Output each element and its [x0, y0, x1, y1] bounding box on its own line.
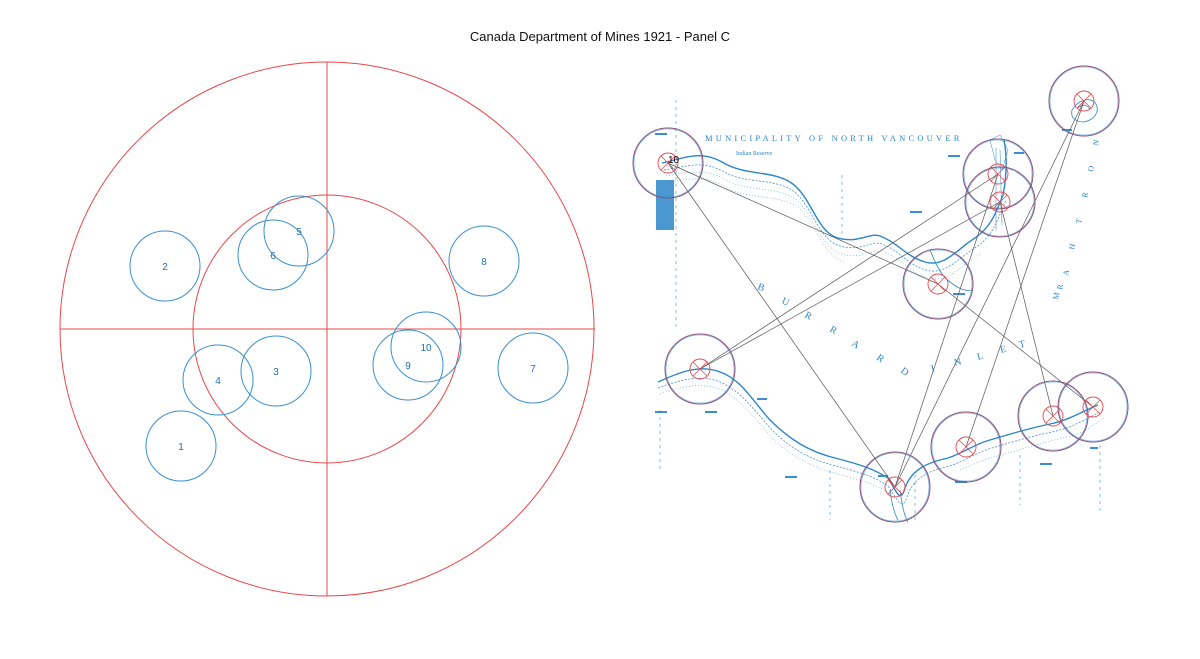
north-arm-letter: R — [1080, 191, 1090, 199]
burrard-letter: D — [898, 366, 910, 379]
detected-circle-3: 3 — [240, 335, 312, 407]
detected-circle-6: 6 — [237, 219, 309, 291]
inlet-label: I N L E T — [930, 339, 1027, 375]
circle-label: 4 — [215, 376, 221, 387]
matched-circle — [964, 166, 1036, 238]
matched-circle — [962, 138, 1034, 210]
north-arm-letter: H — [1067, 243, 1077, 251]
detected-circle-9: 9 — [372, 329, 444, 401]
burrard-letter: R — [803, 310, 814, 323]
matched-circle — [664, 333, 736, 405]
circle-label: 6 — [270, 251, 276, 262]
correspondence-line — [699, 201, 1001, 370]
inlet-letter: L — [976, 351, 985, 363]
detected-circle-4: 4 — [182, 344, 254, 416]
circle-label: 9 — [405, 361, 411, 372]
matched-circle — [859, 451, 931, 523]
detected-circle-1: 1 — [145, 410, 217, 482]
circle-label: 1 — [178, 442, 184, 453]
matched-circle — [902, 248, 974, 320]
matched-circle — [930, 411, 1002, 483]
inlet-letter: I — [930, 363, 936, 374]
circle-label: 7 — [530, 364, 536, 375]
map-panel: MUNICIPALITY OF NORTH VANCOUVER Indian R… — [632, 65, 1129, 523]
detected-circle-10: 10 — [390, 311, 462, 383]
circle-label: 8 — [481, 257, 487, 268]
inlet-letter: T — [1018, 339, 1027, 351]
matched-circle — [632, 127, 704, 199]
north-arm-letter: A — [1061, 269, 1071, 277]
correspondence-line — [999, 201, 1054, 417]
island — [1071, 99, 1098, 123]
page-title: Canada Department of Mines 1921 - Panel … — [469, 29, 731, 44]
burrard-letter: U — [780, 296, 792, 309]
correspondence-line — [894, 173, 999, 488]
north-arm-letter: T — [1074, 218, 1084, 225]
feature-label: 10 — [668, 155, 680, 166]
north-arm-letter: N — [1091, 139, 1101, 147]
north-arm-letter: O — [1086, 165, 1096, 173]
detected-circle-8: 8 — [448, 225, 520, 297]
circle-label: 10 — [420, 343, 432, 354]
map-boundary-lines — [659, 100, 1101, 520]
inlet-letter: N — [953, 356, 963, 368]
correspondence-line — [699, 173, 999, 370]
indian-reserve-label: Indian Reserve — [736, 151, 772, 157]
correspondence-line — [894, 100, 1085, 488]
map-hatched-block — [656, 180, 674, 230]
burrard-letter: A — [849, 338, 862, 352]
municipality-label: MUNICIPALITY OF NORTH VANCOUVER — [705, 133, 963, 143]
correspondence-lines — [667, 100, 1094, 488]
correspondence-line — [667, 162, 939, 285]
detected-circle-2: 2 — [129, 230, 201, 302]
matched-circle — [1017, 380, 1089, 452]
matched-circle — [1057, 371, 1129, 443]
burrard-letter: R — [874, 352, 886, 365]
circle-label: 2 — [162, 262, 168, 273]
correspondence-line — [937, 283, 1094, 408]
burrard-letter: R — [828, 324, 840, 337]
matched-circles — [632, 65, 1129, 523]
inlet-letter: E — [999, 344, 1008, 356]
north-arm-letter: R — [1055, 283, 1065, 291]
correspondence-line — [965, 100, 1085, 448]
circle-label: 3 — [273, 367, 279, 378]
correspondence-line — [667, 162, 896, 488]
matched-circle — [1048, 65, 1120, 137]
south-shoreline — [657, 368, 1105, 523]
north-shoreline — [661, 134, 1009, 291]
burrard-letter: B — [756, 281, 766, 294]
detected-circle-7: 7 — [497, 332, 569, 404]
north-arm-letter: M — [1051, 292, 1061, 301]
